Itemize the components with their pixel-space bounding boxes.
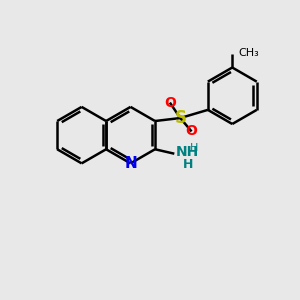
Text: H: H xyxy=(190,143,198,153)
Text: O: O xyxy=(186,124,197,138)
Text: O: O xyxy=(164,96,176,110)
Text: NH: NH xyxy=(176,145,199,159)
Text: S: S xyxy=(174,109,186,127)
Text: N: N xyxy=(124,156,137,171)
Text: H: H xyxy=(183,158,194,171)
Text: CH₃: CH₃ xyxy=(239,48,260,58)
